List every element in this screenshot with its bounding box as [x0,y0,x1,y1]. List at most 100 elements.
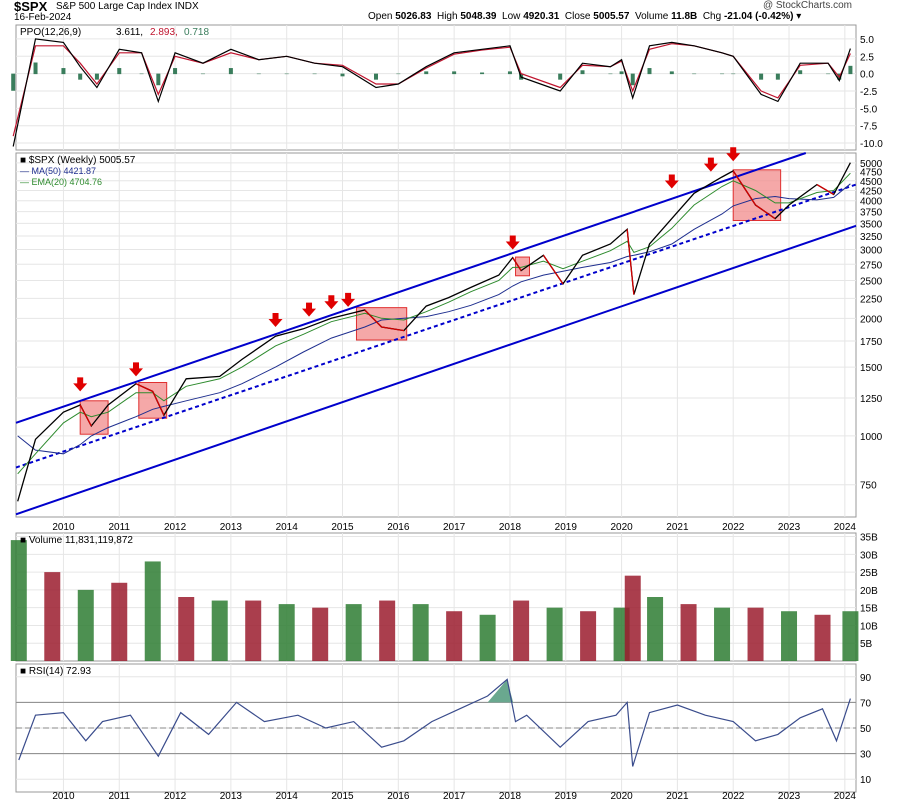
price-x-tick: 2016 [387,522,410,533]
ppo-legend-hist: 0.718 [184,27,209,38]
bottom-x-tick: 2010 [52,791,75,800]
volume-bar [10,540,27,661]
volume-bar [77,589,94,661]
ppo-histogram-bar [452,71,457,75]
volume-bar [580,611,597,661]
ppo-legend-name: PPO(12,26,9) [20,27,81,38]
ohlc-readout: Open 5026.83 High 5048.39 Low 4920.31 Cl… [368,11,801,22]
highlight-box [515,256,530,277]
bottom-x-tick: 2017 [443,791,466,800]
ppo-y-tick: -5.0 [860,104,878,115]
chg-value: -21.04 (-0.42%) [723,11,794,22]
rsi-panel: 90 70 50 30 10 ■ RSI(14) 72.93 [15,663,872,793]
price-frame [15,152,857,518]
chg-arrow-icon: ▾ [796,11,802,22]
price-x-tick: 2023 [778,522,801,533]
ppo-histogram-bar [312,73,317,75]
ppo-y-tick: 5.0 [860,35,874,46]
price-x-tick: 2024 [834,522,857,533]
chart-header: $SPX S&P 500 Large Cap Index INDX 16-Feb… [0,0,900,24]
exchange-text: INDX [174,1,199,12]
price-y-tick: 2750 [860,260,883,271]
price-down-segment [135,383,154,392]
rsi-y-tick: 10 [860,775,872,786]
price-y-tick: 4250 [860,186,883,197]
volume-bar [111,582,128,661]
bottom-x-tick: 2020 [610,791,633,800]
down-arrow-icon [302,302,317,317]
ppo-histogram-bar [731,73,736,75]
volume-bar [278,604,295,661]
price-x-tick: 2021 [666,522,689,533]
ppo-histogram-bar [78,73,83,80]
ppo-histogram-bar [94,73,99,80]
bottom-x-tick: 2018 [499,791,522,800]
price-y-tick: 750 [860,481,877,492]
price-x-tick: 2011 [108,522,130,533]
rsi-y-tick: 90 [860,673,872,684]
price-down-segment [79,404,92,427]
volume-y-tick: 10B [860,621,878,632]
volume-bar [781,611,798,661]
price-y-tick: 2250 [860,294,883,305]
price-x-tick: 2022 [722,522,745,533]
price-down-segment [364,309,383,328]
volume-y-tick: 20B [860,586,878,597]
price-y-tick: 1250 [860,394,883,405]
bottom-x-tick: 2024 [834,791,857,800]
price-legend-spx: ■ $SPX (Weekly) 5005.57 [20,155,136,166]
low-label: Low [502,11,521,22]
price-x-tick: 2019 [555,522,578,533]
volume-y-tick: 5B [860,639,873,650]
open-label: Open [368,11,393,22]
price-y-tick: 4500 [860,177,883,188]
volume-label: Volume [634,11,669,22]
volume-bar [178,597,195,661]
volume-bar [814,614,831,661]
ppo-histogram-bar [156,73,161,86]
volume-y-tick: 30B [860,550,878,561]
ppo-histogram-bar [669,71,674,75]
volume-legend: ■ Volume 11,831,119,872 [20,535,133,546]
ppo-y-tick: -10.0 [860,139,883,150]
ppo-histogram-bar [480,72,485,75]
price-y-tick: 3250 [860,232,883,243]
volume-bar [714,607,731,661]
low-value: 4920.31 [523,11,560,22]
volume-bar [624,575,641,661]
ppo-histogram-bar [558,73,563,80]
ppo-histogram-bar [117,68,122,75]
ppo-line [12,38,851,147]
price-x-tick: 2014 [276,522,299,533]
down-arrow-icon [664,174,679,189]
rsi-line [18,678,851,767]
ppo-legend-signal: 2.893, [150,27,178,38]
volume-value: 11.8B [671,11,698,22]
ppo-histogram-bar [228,68,233,75]
price-y-tick: 3500 [860,219,883,230]
symbol-description: S&P 500 Large Cap Index INDX [56,1,199,12]
price-y-tick: 1500 [860,363,883,374]
price-y-tick: 4000 [860,197,883,208]
rsi-legend: ■ RSI(14) 72.93 [20,666,92,677]
down-arrow-icon [726,147,741,162]
ppo-histogram-bar [33,62,38,75]
down-arrow-icon [268,313,283,328]
description-text: S&P 500 Large Cap Index [56,1,173,12]
ppo-y-tick: -2.5 [860,87,878,98]
bottom-x-tick: 2012 [164,791,187,800]
ppo-histogram-bar [798,70,803,75]
price-y-tick: 2000 [860,314,883,325]
highlight-box [355,307,408,341]
rsi-y-tick: 30 [860,750,872,761]
volume-bar [312,607,329,661]
ppo-histogram-bar [374,73,378,80]
volume-bar [546,607,563,661]
volume-bar [680,604,697,661]
ppo-histogram-bar [848,65,853,75]
price-x-tick: 2012 [164,522,187,533]
rsi-overbought-fill [487,679,514,703]
volume-bar [345,604,362,661]
volume-panel: 35B 30B 25B 20B 15B 10B 5B ■ Volume 11,831,119,… [10,532,878,662]
channel-line-solid [15,224,857,516]
